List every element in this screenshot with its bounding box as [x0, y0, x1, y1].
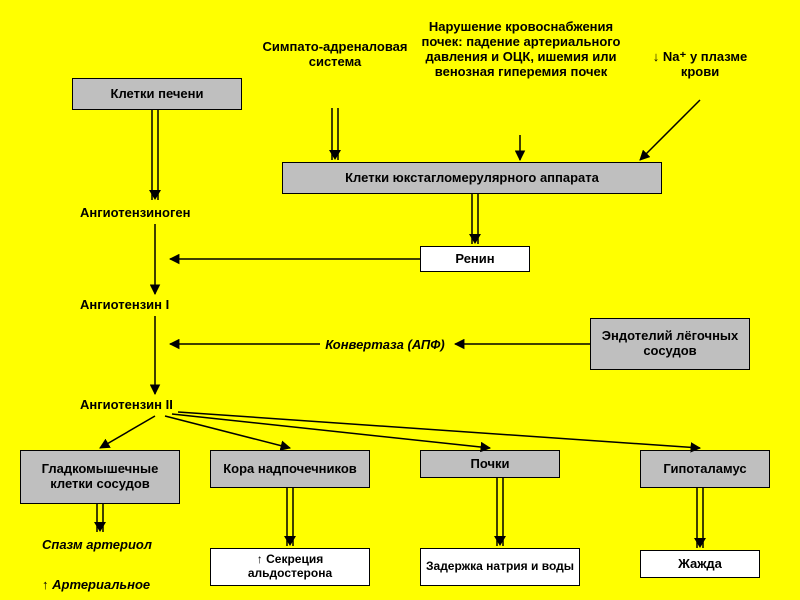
label-angiotensin-2: Ангиотензин II	[80, 398, 230, 413]
node-liver: Клетки печени	[72, 78, 242, 110]
node-endothelium: Эндотелий лёгочных сосудов	[590, 318, 750, 370]
node-hypothalamus: Гипоталамус	[640, 450, 770, 488]
node-aldosterone: ↑ Секреция альдостерона	[210, 548, 370, 586]
node-smooth-muscle: Гладкомышечные клетки сосудов	[20, 450, 180, 504]
label-ace: Конвертаза (АПФ)	[320, 338, 450, 353]
node-na-retention: Задержка натрия и воды	[420, 548, 580, 586]
node-thirst: Жажда	[640, 550, 760, 578]
label-sas: Симпато-адреналовая система	[260, 40, 410, 70]
node-jga: Клетки юкстагломерулярного аппарата	[282, 162, 662, 194]
label-na-plasma: ↓ Na⁺ у плазме крови	[640, 50, 760, 80]
label-arteriole-spasm: Спазм артериол	[42, 538, 202, 553]
node-renin: Ренин	[420, 246, 530, 272]
label-angiotensinogen: Ангиотензиноген	[80, 206, 230, 221]
node-kidneys: Почки	[420, 450, 560, 478]
label-kidney-perfusion: Нарушение кровоснабжения почек: падение …	[416, 20, 626, 80]
node-adrenal-cortex: Кора надпочечников	[210, 450, 370, 488]
label-angiotensin-1: Ангиотензин I	[80, 298, 230, 313]
label-arterial-bp: ↑ Артериальное	[42, 578, 202, 593]
